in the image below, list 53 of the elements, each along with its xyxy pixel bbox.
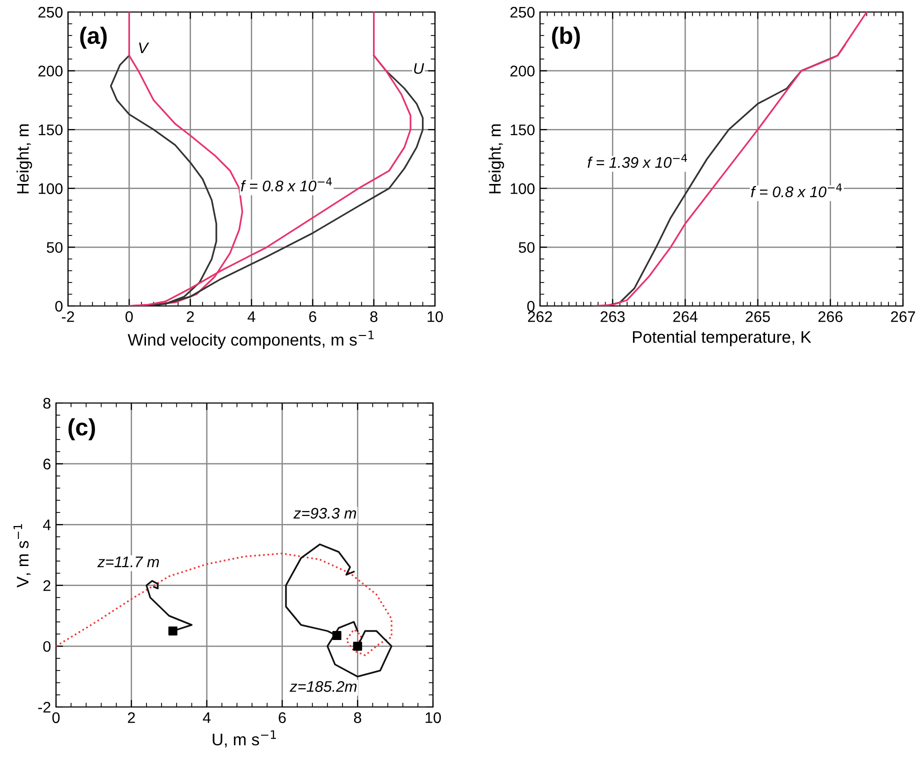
y-tick-label: 8 [43,398,50,409]
text: (a) [80,26,107,49]
text: (b) [552,26,580,49]
x-tick-label: 264 [673,311,698,322]
x-tick-label: 267 [891,311,915,322]
y-tick-label: 150 [38,124,63,136]
x-axis-title: Wind velocity components, m s$^{−1}$ [128,330,374,350]
y-tick-label: 0 [527,300,535,312]
y-tick-label: 100 [38,183,63,194]
x-tick-label: 2 [186,311,194,322]
x-tick-label: 263 [600,311,625,322]
annotation: f = 0.8 x 10$^{−4}$ [751,183,842,198]
y-tick-label: 100 [510,183,535,194]
y-tick-label: 200 [510,66,535,76]
y-tick-label: 2 [43,580,50,591]
annotation: z=11.7 m [97,556,159,568]
annotation: z=93.3 m [293,508,356,519]
y-tick-label: 250 [38,6,63,18]
x-tick-label: 8 [370,311,378,322]
y-tick-label: 4 [42,520,51,530]
x-tick-label: 2 [128,712,135,723]
x-tick-label: 265 [746,311,770,322]
x-axis-title: Potential temperature, K [633,330,812,346]
y-tick-label: 50 [46,242,63,253]
x-tick-label: 262 [528,311,552,322]
x-tick-label: 4 [202,712,211,723]
annotation: f = 0.8 x 10$^{−4}$ [241,178,332,192]
x-tick-label: 266 [818,311,842,322]
y-tick-label: 200 [38,66,63,76]
y-tick-label: 0 [55,300,63,312]
text: (c) [68,418,95,440]
annotation: f = 1.39 x 10$^{−4}$ [588,154,688,168]
y-tick-label: -2 [38,702,50,713]
y-tick-label: 250 [510,6,535,18]
annotation: U [414,63,424,74]
y-tick-label: 50 [518,242,535,253]
annotation: V [139,42,150,54]
y-tick-label: 6 [43,458,50,470]
x-tick-label: -2 [62,311,74,322]
x-tick-label: 6 [309,311,316,322]
y-axis-title: Height, m [16,124,32,194]
annotation: z=185.2m [290,681,357,692]
x-tick-label: 10 [428,311,443,322]
x-tick-label: 0 [126,311,133,322]
x-axis-title: U, m s$^{−1}$ [212,730,276,748]
y-axis-title: Height, m [488,124,504,194]
y-tick-label: 150 [510,124,535,136]
y-axis-title: V, m s$^{−1}$ [14,524,31,588]
x-tick-label: 4 [248,311,256,322]
x-tick-label: 10 [426,712,441,724]
y-tick-label: 0 [43,641,51,652]
x-tick-label: 8 [354,712,362,724]
x-tick-label: 6 [278,712,286,724]
